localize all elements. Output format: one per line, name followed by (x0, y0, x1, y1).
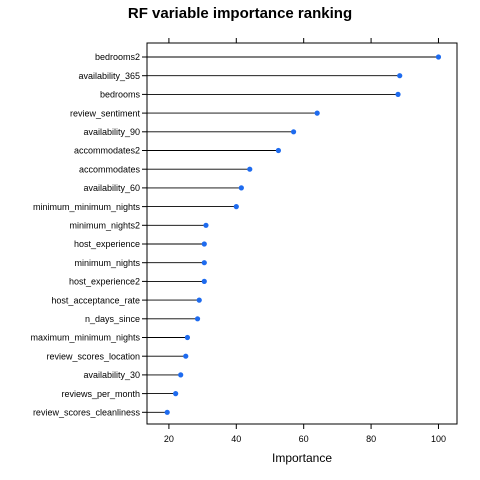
category-label: n_days_since (85, 314, 140, 324)
importance-point (238, 185, 244, 191)
plot-panel-border (146, 42, 458, 425)
category-label: minimum_minimum_nights (33, 202, 141, 212)
category-label: host_experience (74, 239, 140, 249)
category-label: accommodates (79, 164, 141, 174)
category-label: review_sentiment (70, 108, 141, 118)
x-axis-ticks: 20 40 60 80 100 (164, 38, 446, 444)
importance-point (178, 372, 184, 378)
x-tick-label: 20 (164, 434, 174, 444)
chart-title: RF variable importance ranking (128, 5, 352, 22)
category-label: maximum_minimum_nights (30, 333, 140, 343)
category-label: host_acceptance_rate (51, 295, 140, 305)
category-label: accommodates2 (74, 146, 140, 156)
category-label: availability_60 (83, 183, 140, 193)
category-label: availability_30 (83, 370, 140, 380)
x-tick-label: 60 (299, 434, 309, 444)
category-label: availability_365 (78, 71, 140, 81)
importance-point (201, 241, 207, 247)
importance-point (196, 297, 202, 303)
lollipop-points (164, 54, 442, 415)
category-label: availability_90 (83, 127, 140, 137)
importance-point (164, 409, 170, 415)
x-axis-label: Importance (272, 451, 332, 465)
importance-point (184, 334, 191, 341)
importance-point (201, 260, 207, 266)
category-label: bedrooms2 (95, 52, 140, 62)
x-tick-label: 100 (431, 434, 446, 444)
category-label: bedrooms (100, 90, 141, 100)
category-label: minimum_nights (74, 258, 140, 268)
importance-point (203, 222, 209, 228)
importance-point (290, 129, 297, 135)
importance-point (173, 391, 179, 397)
category-label: reviews_per_month (61, 389, 140, 399)
lollipop-lines (147, 56, 439, 413)
category-labels: bedrooms2 availability_365 bedrooms review_… (30, 52, 147, 418)
importance-point (314, 110, 320, 116)
category-label: review_scores_location (46, 351, 140, 361)
category-label: review_scores_cleanliness (33, 408, 141, 418)
importance-point (395, 91, 401, 97)
importance-point (194, 316, 201, 322)
x-tick-label: 40 (231, 434, 241, 444)
importance-point (183, 353, 189, 359)
category-label: minimum_nights2 (69, 221, 140, 231)
importance-point (397, 73, 403, 79)
importance-point (275, 147, 282, 154)
importance-point (233, 204, 239, 210)
importance-point (247, 166, 253, 172)
importance-point (435, 54, 442, 60)
importance-point (201, 278, 207, 284)
plot-frame (146, 42, 458, 425)
category-label: host_experience2 (69, 277, 140, 287)
x-tick-label: 80 (366, 434, 376, 444)
